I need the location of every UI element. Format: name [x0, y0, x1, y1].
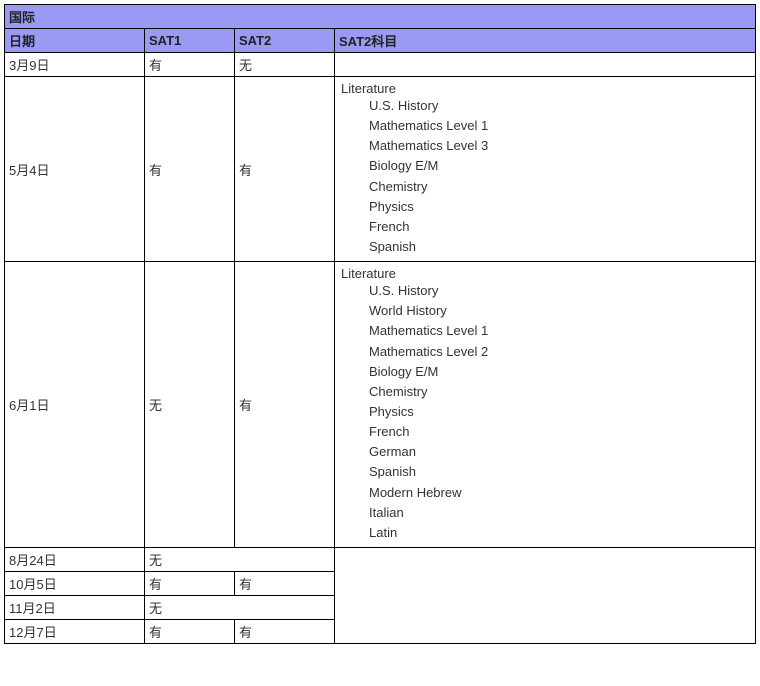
subject-list: U.S. HistoryMathematics Level 1Mathemati… — [341, 96, 749, 257]
subject-item: Physics — [369, 197, 749, 217]
subject-item: World History — [369, 301, 749, 321]
subject-item: Chemistry — [369, 382, 749, 402]
cell-sat1: 无 — [145, 547, 335, 571]
subject-item: Biology E/M — [369, 156, 749, 176]
cell-date: 12月7日 — [5, 619, 145, 643]
cell-date: 6月1日 — [5, 262, 145, 548]
cell-sat2-subjects-empty — [335, 547, 756, 643]
cell-date: 5月4日 — [5, 77, 145, 262]
cell-sat2: 无 — [235, 53, 335, 77]
cell-sat2: 有 — [235, 619, 335, 643]
subject-item: Spanish — [369, 462, 749, 482]
subject-item: Mathematics Level 2 — [369, 342, 749, 362]
subject-item: Mathematics Level 1 — [369, 116, 749, 136]
cell-date: 10月5日 — [5, 571, 145, 595]
cell-sat1: 有 — [145, 77, 235, 262]
subject-item: French — [369, 217, 749, 237]
subject-item: Modern Hebrew — [369, 483, 749, 503]
table-row: 3月9日有无 — [5, 53, 756, 77]
table-row: 6月1日无有LiteratureU.S. HistoryWorld Histor… — [5, 262, 756, 548]
subject-item: Spanish — [369, 237, 749, 257]
cell-sat2: 有 — [235, 571, 335, 595]
cell-sat2: 有 — [235, 262, 335, 548]
subject-item: French — [369, 422, 749, 442]
subject-item: Latin — [369, 523, 749, 543]
subject-first: Literature — [341, 81, 749, 96]
cell-sat1: 有 — [145, 571, 235, 595]
subject-item: Mathematics Level 3 — [369, 136, 749, 156]
subject-item: Chemistry — [369, 177, 749, 197]
sat-schedule-table: 国际日期SAT1SAT2SAT2科目3月9日有无5月4日有有Literature… — [4, 4, 756, 644]
table-row: 5月4日有有LiteratureU.S. HistoryMathematics … — [5, 77, 756, 262]
subject-item: U.S. History — [369, 96, 749, 116]
cell-sat1: 无 — [145, 262, 235, 548]
cell-sat2-subjects: LiteratureU.S. HistoryWorld HistoryMathe… — [335, 262, 756, 548]
cell-sat1: 有 — [145, 619, 235, 643]
subject-item: U.S. History — [369, 281, 749, 301]
subject-item: Italian — [369, 503, 749, 523]
table-row: 8月24日无 — [5, 547, 756, 571]
subject-item: Mathematics Level 1 — [369, 321, 749, 341]
subject-item: Biology E/M — [369, 362, 749, 382]
title-row: 国际 — [5, 5, 756, 29]
cell-date: 3月9日 — [5, 53, 145, 77]
cell-sat1: 无 — [145, 595, 335, 619]
subject-first: Literature — [341, 266, 749, 281]
col-sat2-header: SAT2 — [235, 29, 335, 53]
subject-item: German — [369, 442, 749, 462]
subject-list: U.S. HistoryWorld HistoryMathematics Lev… — [341, 281, 749, 543]
cell-sat2-subjects: LiteratureU.S. HistoryMathematics Level … — [335, 77, 756, 262]
subject-item: Physics — [369, 402, 749, 422]
col-sat2subjects-header: SAT2科目 — [335, 29, 756, 53]
table-title: 国际 — [5, 5, 756, 29]
header-row: 日期SAT1SAT2SAT2科目 — [5, 29, 756, 53]
col-sat1-header: SAT1 — [145, 29, 235, 53]
cell-sat2-subjects — [335, 53, 756, 77]
col-date-header: 日期 — [5, 29, 145, 53]
cell-sat1: 有 — [145, 53, 235, 77]
cell-date: 11月2日 — [5, 595, 145, 619]
cell-date: 8月24日 — [5, 547, 145, 571]
cell-sat2: 有 — [235, 77, 335, 262]
